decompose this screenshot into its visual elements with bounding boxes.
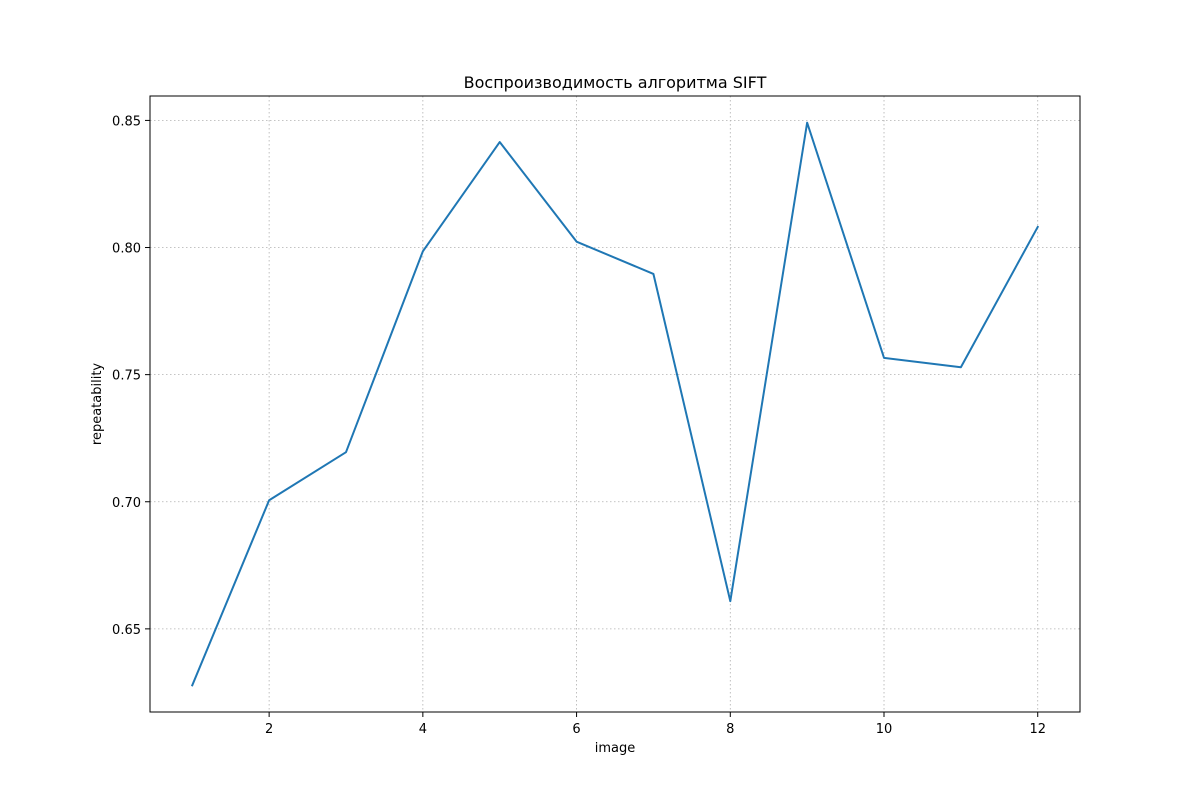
x-tick-label: 4 [419, 722, 427, 737]
y-tick-label: 0.65 [112, 623, 141, 638]
y-tick-label: 0.80 [112, 242, 141, 257]
x-tick-label: 2 [265, 722, 273, 737]
y-axis-label: repeatability [90, 363, 105, 446]
plot-area-frame [149, 95, 1081, 713]
grid-lines [150, 96, 1080, 712]
axis-ticks: 2 4 6 8 10 12 0.65 0.70 0.75 0.80 0.85 [112, 114, 1046, 737]
series-lines [190, 121, 1040, 687]
series-line [190, 121, 1040, 687]
chart-title: Воспроизводимость алгоритма SIFT [464, 73, 767, 92]
y-tick-label: 0.70 [112, 496, 141, 511]
y-tick-label: 0.85 [112, 114, 141, 129]
x-tick-label: 12 [1029, 722, 1046, 737]
y-tick-label: 0.75 [112, 369, 141, 384]
x-tick-label: 6 [572, 722, 580, 737]
x-tick-label: 8 [726, 722, 734, 737]
x-axis-label: image [595, 741, 636, 756]
x-tick-label: 10 [876, 722, 893, 737]
